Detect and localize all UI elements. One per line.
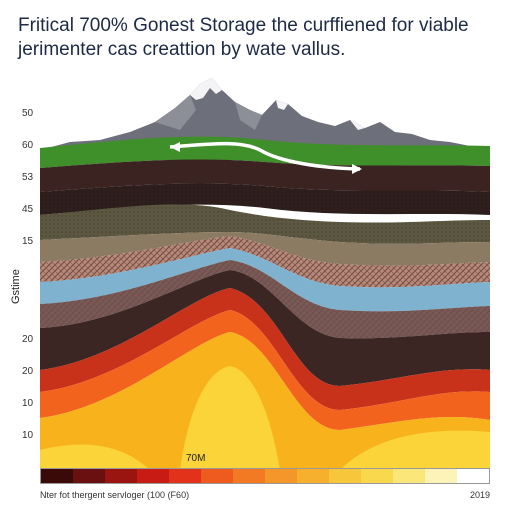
flow-arrow xyxy=(169,141,362,174)
legend-swatch xyxy=(265,469,297,483)
tan-sediment-layer xyxy=(40,232,490,266)
figure-title: Fritical 700% Gonest Storage the curffie… xyxy=(18,14,498,62)
axis-tick: 45 xyxy=(22,204,34,215)
axis-tick: 20 xyxy=(22,366,34,377)
legend-swatch xyxy=(105,469,137,483)
legend-swatch xyxy=(233,469,265,483)
legend-swatch xyxy=(41,469,73,483)
legend-swatch xyxy=(137,469,169,483)
center-depth-label: 70M xyxy=(186,453,206,464)
snow-caps xyxy=(190,78,365,130)
axis-tick: 53 xyxy=(22,172,34,183)
legend-swatch xyxy=(425,469,457,483)
legend-swatch xyxy=(297,469,329,483)
axis-tick: 50 xyxy=(22,108,34,119)
legend-swatch xyxy=(329,469,361,483)
magma-light-core xyxy=(40,366,490,470)
magma-orange-layer xyxy=(40,310,490,430)
magma-yellow-layer xyxy=(40,332,490,470)
legend-swatch xyxy=(393,469,425,483)
legend-swatch xyxy=(457,469,489,483)
axis-tick: 15 xyxy=(22,236,34,247)
legend-swatch xyxy=(201,469,233,483)
title-line-2: jerimenter cas creattion by wate vallus. xyxy=(18,39,346,60)
legend-swatch xyxy=(73,469,105,483)
topsoil-layer xyxy=(40,159,490,192)
footer-year: 2019 xyxy=(469,490,490,500)
title-line-1: Fritical 700% Gonest Storage the curffie… xyxy=(18,15,469,36)
geologic-cross-section xyxy=(40,78,490,470)
legend-swatch xyxy=(169,469,201,483)
deep-rock-layer xyxy=(40,270,490,386)
axis-side-label: Gstime xyxy=(10,269,22,304)
magma-red-layer xyxy=(40,288,490,410)
aquifer-layer xyxy=(40,248,490,312)
axis-tick: 10 xyxy=(22,430,34,441)
axis-tick: 20 xyxy=(22,334,34,345)
axis-tick: 60 xyxy=(22,140,34,151)
axis-tick: 10 xyxy=(22,398,34,409)
legend-swatch xyxy=(361,469,393,483)
footer-caption: Nter fot thergent servloger (100 (F60) xyxy=(40,490,190,500)
color-scale-legend xyxy=(40,468,490,484)
